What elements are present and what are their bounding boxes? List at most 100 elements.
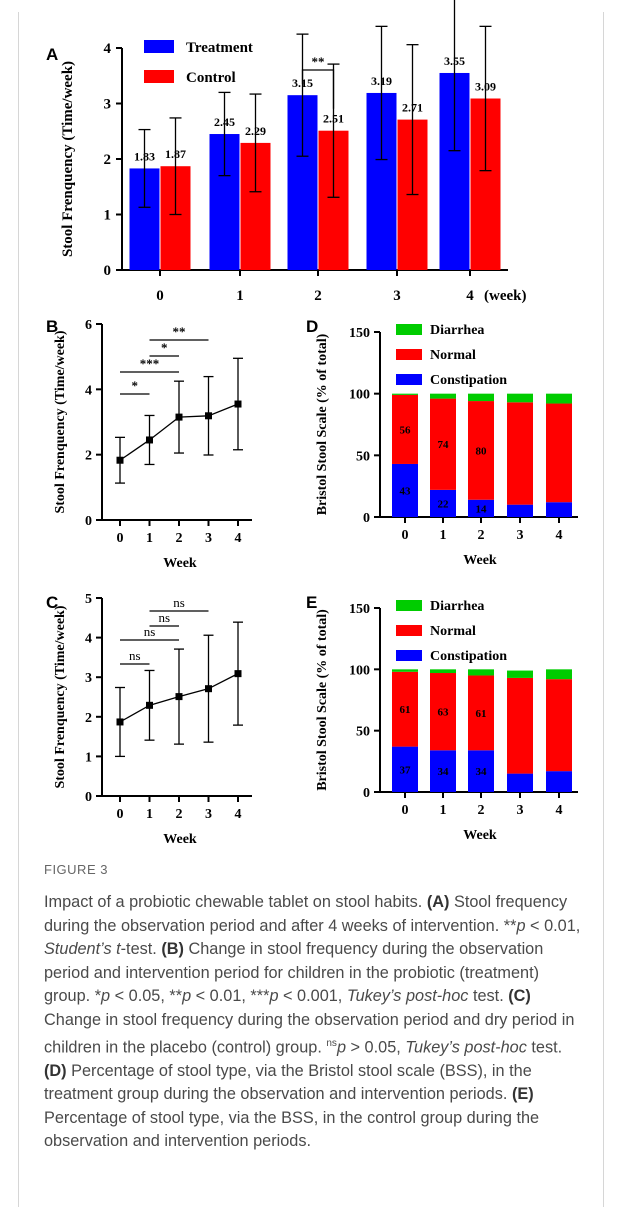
stack-segment-normal bbox=[392, 671, 418, 747]
y-axis-label: Stool Frenquency (Time/week) bbox=[60, 61, 76, 257]
segment-label: 63 bbox=[438, 707, 450, 719]
y-tick-label: 50 bbox=[356, 725, 370, 740]
legend-label-diarrhea: Diarrhea bbox=[430, 323, 484, 338]
bar-value-label: 1.83 bbox=[134, 149, 155, 163]
x-tick-label: 4 bbox=[466, 288, 474, 304]
segment-label: 34 bbox=[476, 766, 488, 778]
x-tick-label: 0 bbox=[117, 531, 124, 546]
x-axis-label: Week bbox=[163, 556, 197, 571]
y-tick-label: 50 bbox=[356, 449, 370, 464]
legend-label-diarrhea: Diarrhea bbox=[430, 599, 484, 614]
caption-segment: test. bbox=[468, 987, 509, 1005]
y-tick-label: 0 bbox=[363, 511, 370, 526]
legend-label-control: Control bbox=[186, 70, 236, 86]
stack-segment-diarrhea bbox=[507, 670, 533, 678]
significance-label: * bbox=[132, 378, 139, 393]
stack-segment-diarrhea bbox=[507, 393, 533, 403]
panel-letter-b: B bbox=[46, 317, 58, 336]
segment-label: 14 bbox=[476, 503, 488, 515]
caption-segment: p bbox=[336, 1038, 346, 1057]
segment-label: 56 bbox=[400, 424, 412, 436]
x-tick-label: 1 bbox=[236, 288, 244, 304]
y-tick-label: 2 bbox=[85, 711, 92, 726]
caption-segment: (A) bbox=[426, 893, 450, 911]
bar-value-label: 3.09 bbox=[475, 80, 496, 94]
legend-label-treatment: Treatment bbox=[186, 40, 253, 56]
x-tick-label: 2 bbox=[176, 807, 183, 822]
y-tick-label: 3 bbox=[85, 671, 92, 686]
stack-segment-diarrhea bbox=[392, 393, 418, 395]
stack-segment-diarrhea bbox=[546, 669, 572, 680]
y-axis-label: Bristol Stool Scale (% of total) bbox=[315, 333, 330, 515]
bar-value-label: 2.71 bbox=[402, 101, 423, 115]
error-bar bbox=[218, 91, 231, 177]
x-tick-label: 1 bbox=[146, 531, 153, 546]
caption-segment: < 0.05, ** bbox=[110, 987, 183, 1005]
x-tick-label: 2 bbox=[478, 528, 485, 543]
y-tick-label: 100 bbox=[349, 388, 370, 403]
y-tick-label: 100 bbox=[349, 663, 370, 678]
segment-label: 43 bbox=[400, 485, 412, 497]
error-bar bbox=[249, 93, 262, 193]
error-bar bbox=[296, 33, 309, 157]
significance-label: * bbox=[161, 340, 168, 355]
stack-segment-normal bbox=[507, 677, 533, 774]
error-bar bbox=[448, 0, 461, 152]
caption-segment: p bbox=[101, 987, 111, 1005]
data-point bbox=[175, 693, 183, 701]
stack-segment-normal bbox=[430, 398, 456, 490]
stack-segment-constipation bbox=[468, 499, 494, 517]
bar-value-label: 2.51 bbox=[323, 112, 344, 126]
x-tick-label: 3 bbox=[205, 807, 212, 822]
error-bar bbox=[375, 25, 388, 161]
y-tick-label: 4 bbox=[85, 632, 92, 647]
caption-text: Impact of a probiotic chewable tablet on… bbox=[44, 891, 584, 1154]
stack-segment-constipation bbox=[392, 463, 418, 517]
y-tick-label: 6 bbox=[85, 318, 92, 333]
caption-segment: p bbox=[516, 916, 526, 935]
caption-segment: ns bbox=[326, 1038, 337, 1049]
y-tick-label: 0 bbox=[85, 514, 92, 529]
bar-value-label: 2.29 bbox=[245, 124, 266, 138]
y-tick-label: 150 bbox=[349, 602, 370, 617]
bracket-line bbox=[301, 69, 335, 109]
stack-segment-normal bbox=[430, 673, 456, 751]
x-tick-label: 1 bbox=[146, 807, 153, 822]
caption-segment: Change in stool frequency during the obs… bbox=[44, 940, 544, 1005]
y-axis-label: Stool Frenquency (Time/week) bbox=[53, 330, 68, 513]
stack-segment-constipation bbox=[468, 750, 494, 792]
y-tick-label: 1 bbox=[104, 208, 112, 224]
stack-segment-normal bbox=[546, 403, 572, 503]
x-tick-label: 3 bbox=[205, 531, 212, 546]
segment-label: 22 bbox=[438, 498, 450, 510]
legend-swatch-diarrhea bbox=[396, 600, 422, 611]
segment-label: 34 bbox=[438, 766, 450, 778]
y-tick-label: 2 bbox=[104, 152, 112, 168]
stack-segment-diarrhea bbox=[430, 393, 456, 399]
x-tick-label: 3 bbox=[517, 803, 524, 818]
significance-label: ns bbox=[173, 595, 185, 610]
error-bar bbox=[138, 128, 151, 208]
x-tick-label: 4 bbox=[556, 803, 563, 818]
caption-segment: Stool frequency during the observation p… bbox=[44, 893, 568, 935]
caption-segment: < 0.001, bbox=[278, 987, 347, 1005]
caption-segment: (B) bbox=[161, 940, 184, 958]
stack-segment-diarrhea bbox=[430, 669, 456, 674]
stack-segment-constipation bbox=[430, 489, 456, 517]
stack-segment-normal bbox=[392, 394, 418, 464]
bar-value-label: 3.19 bbox=[371, 74, 392, 88]
stack-segment-constipation bbox=[392, 746, 418, 792]
legend-swatch-normal bbox=[396, 349, 422, 360]
legend-swatch-diarrhea bbox=[396, 324, 422, 335]
significance-label: ns bbox=[144, 624, 156, 639]
data-point bbox=[205, 685, 212, 693]
legend-label-normal: Normal bbox=[430, 348, 476, 363]
stack-segment-constipation bbox=[507, 773, 533, 792]
caption-segment: Tukey’s post-hoc bbox=[346, 987, 469, 1005]
y-tick-label: 1 bbox=[85, 750, 92, 765]
y-tick-label: 4 bbox=[104, 41, 112, 57]
x-tick-label: 2 bbox=[176, 531, 183, 546]
significance-bracket bbox=[301, 69, 335, 109]
stack-segment-diarrhea bbox=[468, 393, 494, 402]
